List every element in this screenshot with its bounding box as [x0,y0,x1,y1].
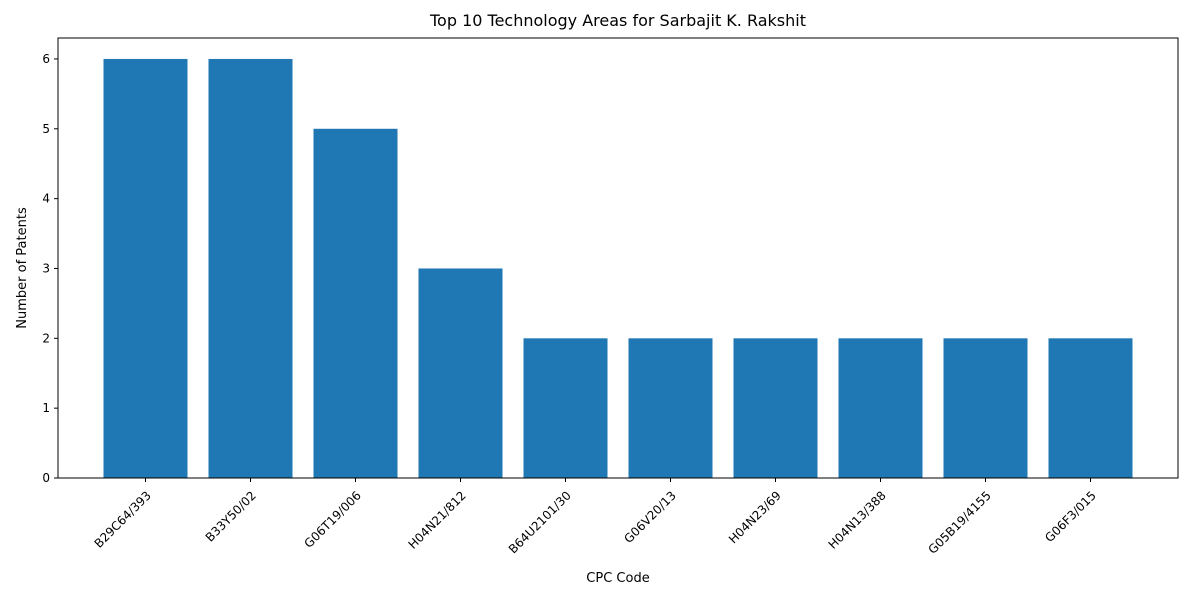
x-tick-label-2: G06T19/006 [302,488,364,550]
x-tick-label-1: B33Y50/02 [203,488,259,544]
bar-6 [734,338,818,478]
bar-3 [419,268,503,478]
bar-0 [104,59,188,478]
x-axis: B29C64/393 B33Y50/02 G06T19/006 H04N21/812 B… [92,478,1099,557]
y-tick-label-3: 3 [42,261,50,275]
bar-8 [944,338,1028,478]
bars-group [104,59,1133,478]
bar-4 [524,338,608,478]
y-axis-label: Number of Patents [15,207,30,329]
y-tick-label-6: 6 [42,52,50,66]
x-tick-label-0: B29C64/393 [92,488,154,550]
x-tick-label-3: H04N21/812 [406,488,469,551]
chart-title: Top 10 Technology Areas for Sarbajit K. … [429,11,806,30]
x-tick-label-7: H04N13/388 [826,488,889,551]
x-tick-label-9: G06F3/015 [1042,488,1099,545]
x-tick-label-4: B64U2101/30 [506,488,574,556]
bar-7 [839,338,923,478]
y-tick-label-0: 0 [42,471,50,485]
y-tick-label-1: 1 [42,401,50,415]
y-tick-label-4: 4 [42,192,50,206]
bar-9 [1049,338,1133,478]
x-tick-label-8: G05B19/4155 [925,488,993,556]
x-tick-label-5: G06V20/13 [621,488,679,546]
y-tick-label-2: 2 [42,331,50,345]
bar-2 [314,129,398,478]
bar-1 [209,59,293,478]
y-axis: 0 1 2 3 4 5 6 [42,52,58,485]
bar-5 [629,338,713,478]
x-tick-label-6: H04N23/69 [726,488,784,546]
y-tick-label-5: 5 [42,122,50,136]
x-axis-label: CPC Code [586,571,649,586]
